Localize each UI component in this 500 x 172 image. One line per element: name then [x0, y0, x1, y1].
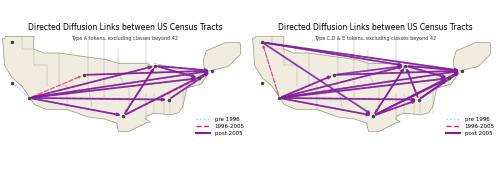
Title: Directed Diffusion Links between US Census Tracts: Directed Diffusion Links between US Cens… — [278, 23, 472, 32]
Legend: pre 1996, 1996-2005, post 2005: pre 1996, 1996-2005, post 2005 — [196, 116, 246, 137]
Title: Directed Diffusion Links between US Census Tracts: Directed Diffusion Links between US Cens… — [28, 23, 222, 32]
Text: Type A tokens, excluding classes beyond 42: Type A tokens, excluding classes beyond … — [72, 36, 178, 41]
Legend: pre 1996, 1996-2005, post 2005: pre 1996, 1996-2005, post 2005 — [446, 116, 496, 137]
Polygon shape — [2, 37, 241, 131]
Text: Type C,D & E tokens, excluding classes beyond 42: Type C,D & E tokens, excluding classes b… — [314, 36, 436, 41]
Polygon shape — [252, 37, 491, 131]
